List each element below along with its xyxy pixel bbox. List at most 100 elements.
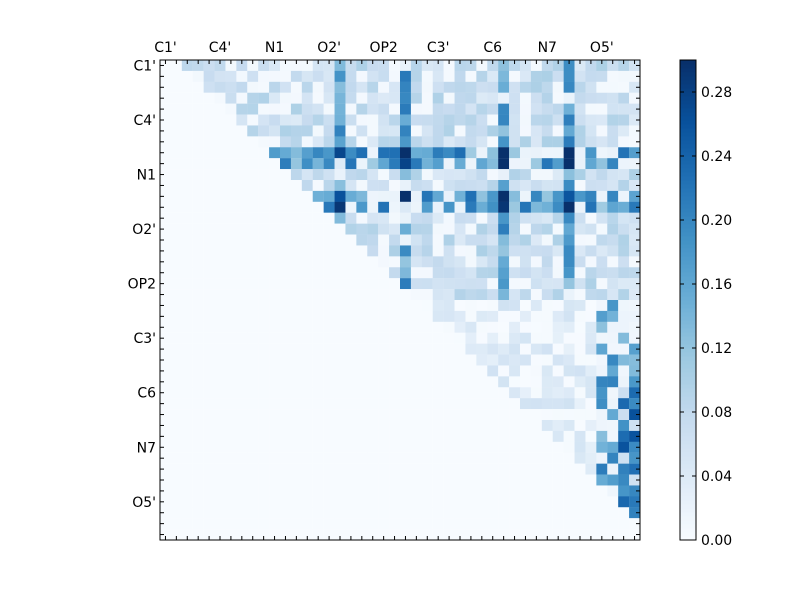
heatmap-cell: [345, 474, 357, 486]
heatmap-cell: [192, 387, 204, 399]
heatmap-cell: [236, 92, 248, 104]
heatmap-cell: [323, 60, 335, 72]
heatmap-cell: [389, 343, 401, 355]
heatmap-cell: [236, 518, 248, 530]
heatmap-cell: [585, 343, 597, 355]
heatmap-cell: [476, 278, 488, 290]
heatmap-cell: [323, 234, 335, 246]
heatmap-cell: [181, 70, 193, 82]
heatmap-cell: [465, 300, 477, 312]
heatmap-cell: [574, 267, 586, 279]
heatmap-cell: [192, 234, 204, 246]
heatmap-cell: [421, 267, 433, 279]
heatmap-cell: [236, 223, 248, 235]
heatmap-cell: [334, 169, 346, 181]
colorbar-tick-label: 0.16: [701, 277, 732, 293]
heatmap-cell: [443, 430, 455, 442]
heatmap-cell: [160, 201, 172, 213]
heatmap-cell: [280, 103, 292, 115]
heatmap-cell: [290, 245, 302, 257]
heatmap-cell: [421, 60, 433, 72]
heatmap-cell: [367, 147, 379, 159]
heatmap-cell: [334, 201, 346, 213]
heatmap-cell: [410, 321, 422, 333]
heatmap-cell: [203, 158, 215, 170]
heatmap-cell: [378, 81, 390, 93]
heatmap-cell: [356, 398, 368, 410]
heatmap-cell: [280, 300, 292, 312]
heatmap-cell: [585, 256, 597, 268]
heatmap-cell: [225, 354, 237, 366]
heatmap-cell: [290, 496, 302, 508]
heatmap-cell: [181, 136, 193, 148]
heatmap-cell: [465, 201, 477, 213]
heatmap-cell: [509, 507, 521, 519]
colorbar-segment: [680, 380, 696, 385]
heatmap-cell: [334, 463, 346, 475]
heatmap-cell: [323, 70, 335, 82]
heatmap-cell: [520, 103, 532, 115]
heatmap-cell: [280, 223, 292, 235]
heatmap-cell: [487, 289, 499, 301]
heatmap-cell: [498, 278, 510, 290]
heatmap-cell: [629, 245, 641, 257]
heatmap-cell: [563, 310, 575, 322]
heatmap-cell: [356, 158, 368, 170]
heatmap-cell: [509, 136, 521, 148]
heatmap-cell: [476, 212, 488, 224]
heatmap-cell: [345, 267, 357, 279]
heatmap-cell: [465, 463, 477, 475]
heatmap-cell: [410, 158, 422, 170]
heatmap-cell: [498, 180, 510, 192]
heatmap-cell: [356, 452, 368, 464]
heatmap-cell: [454, 485, 466, 497]
heatmap-cell: [203, 300, 215, 312]
heatmap-cell: [290, 430, 302, 442]
heatmap-cell: [225, 103, 237, 115]
heatmap-cell: [301, 343, 313, 355]
heatmap-cell: [247, 103, 259, 115]
heatmap-cell: [225, 169, 237, 181]
heatmap-cell: [541, 147, 553, 159]
heatmap-cell: [487, 212, 499, 224]
heatmap-cell: [552, 420, 564, 432]
heatmap-cell: [367, 441, 379, 453]
heatmap-cell: [378, 267, 390, 279]
heatmap-cell: [498, 267, 510, 279]
heatmap-cell: [170, 180, 182, 192]
heatmap-cell: [487, 529, 499, 541]
heatmap-cell: [607, 114, 619, 126]
heatmap-cell: [574, 103, 586, 115]
heatmap-cell: [389, 332, 401, 344]
heatmap-cell: [629, 190, 641, 202]
heatmap-cell: [498, 190, 510, 202]
heatmap-cell: [247, 398, 259, 410]
heatmap-cell: [312, 256, 324, 268]
heatmap-cell: [618, 125, 630, 137]
heatmap-cell: [541, 496, 553, 508]
heatmap-cell: [509, 81, 521, 93]
heatmap-cell: [465, 365, 477, 377]
heatmap-cell: [323, 125, 335, 137]
heatmap-cell: [618, 398, 630, 410]
heatmap-cell: [258, 507, 270, 519]
heatmap-cell: [498, 376, 510, 388]
heatmap-cell: [541, 420, 553, 432]
heatmap-cell: [541, 507, 553, 519]
heatmap-cell: [214, 441, 226, 453]
heatmap-cell: [541, 485, 553, 497]
heatmap-cell: [181, 60, 193, 72]
heatmap-cell: [192, 300, 204, 312]
heatmap-cell: [574, 60, 586, 72]
heatmap-cell: [236, 474, 248, 486]
heatmap-cell: [203, 245, 215, 257]
heatmap-cell: [170, 300, 182, 312]
heatmap-cell: [192, 201, 204, 213]
heatmap-cell: [301, 147, 313, 159]
heatmap-cell: [323, 289, 335, 301]
heatmap-cell: [236, 485, 248, 497]
colorbar-segment: [680, 212, 696, 217]
heatmap-cell: [530, 365, 542, 377]
heatmap-cell: [629, 529, 641, 541]
heatmap-cell: [541, 463, 553, 475]
